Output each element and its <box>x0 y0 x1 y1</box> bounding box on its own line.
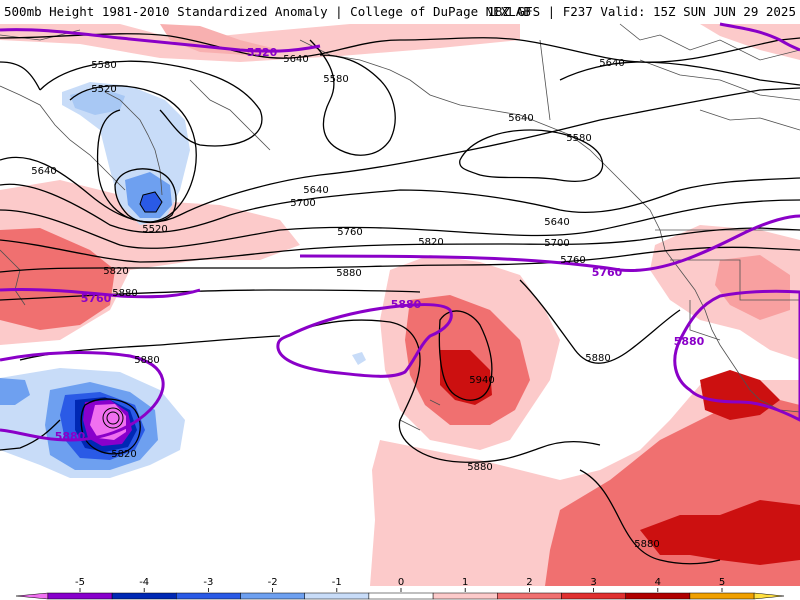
reference-contour-label: 5880 <box>55 430 86 443</box>
legend-tick-label: 5 <box>719 577 725 588</box>
legend-tick-label: 0 <box>398 577 404 588</box>
legend-swatch <box>111 592 177 600</box>
legend-tick-label: -1 <box>332 577 342 588</box>
reference-contour-labels: 5520 5760 5880 5760 5880 5880 <box>55 46 705 443</box>
contour-label: 5640 <box>31 166 56 177</box>
legend-tick-label: -4 <box>139 577 149 588</box>
contour-label: 5880 <box>112 288 137 299</box>
contour-label: 5760 <box>560 255 585 266</box>
legend-swatch <box>368 592 434 600</box>
legend-tick-label: -3 <box>203 577 213 588</box>
contour-label: 5640 <box>283 54 308 65</box>
legend-swatch <box>432 592 498 600</box>
contour-label: 5880 <box>467 462 492 473</box>
legend-swatch <box>497 592 562 600</box>
reference-contour-label: 5880 <box>391 298 422 311</box>
height-contours <box>0 33 800 565</box>
contour-label: 5820 <box>103 266 128 277</box>
contour-label: 5580 <box>323 74 348 85</box>
legend-tick-label: 3 <box>590 577 596 588</box>
legend-swatch <box>561 592 626 600</box>
color-scale-legend: -5 -4 -3 -2 -1 0 1 2 3 4 5 <box>15 577 785 600</box>
legend-tick-label: -5 <box>75 577 85 588</box>
legend-tick-labels: -5 -4 -3 -2 -1 0 1 2 3 4 5 <box>75 577 725 592</box>
contour-label: 5640 <box>508 113 533 124</box>
contour-label: 5580 <box>566 133 591 144</box>
contour-label: 5580 <box>91 60 116 71</box>
contour-label: 5520 <box>91 84 116 95</box>
contour-label: 5640 <box>544 217 569 228</box>
legend-tick-label: 1 <box>462 577 468 588</box>
positive-anomaly-shading <box>0 24 800 586</box>
title-bar: 500mb Height 1981-2010 Standardized Anom… <box>0 0 800 22</box>
contour-label: 5820 <box>418 237 443 248</box>
reference-contour-label: 5880 <box>674 335 705 348</box>
legend-tick-label: 4 <box>655 577 661 588</box>
legend-tick-label: 2 <box>526 577 532 588</box>
contour-label: 5700 <box>290 198 315 209</box>
reference-contour-label: 5760 <box>81 292 112 305</box>
legend-swatch <box>753 592 785 600</box>
legend-tick-label: -2 <box>268 577 278 588</box>
contour-label: 5760 <box>337 227 362 238</box>
legend-swatch <box>47 592 113 600</box>
contour-label: 5820 <box>111 449 136 460</box>
map-title: 500mb Height 1981-2010 Standardized Anom… <box>4 4 531 19</box>
coastlines <box>0 23 800 431</box>
contour-label: 5880 <box>585 353 610 364</box>
legend-swatch <box>15 592 49 600</box>
contour-label: 5880 <box>134 355 159 366</box>
reference-contours-purple <box>0 22 800 442</box>
negative-anomaly-shading <box>0 82 366 478</box>
anomaly-map: 5640 5580 5520 5640 5520 5580 5640 5640 … <box>0 22 800 586</box>
contour-labels: 5640 5580 5520 5640 5520 5580 5640 5640 … <box>31 54 659 550</box>
reference-contour-label: 5760 <box>592 266 623 279</box>
contour-label: 5940 <box>469 375 494 386</box>
legend-swatch <box>176 592 241 600</box>
legend-swatch <box>625 592 691 600</box>
contour-label: 5880 <box>336 268 361 279</box>
legend-color-bar <box>15 592 785 600</box>
legend-swatch <box>240 592 305 600</box>
contour-label: 5640 <box>599 58 624 69</box>
contour-label: 5700 <box>544 238 569 249</box>
legend-swatch <box>689 592 755 600</box>
reference-contour-label: 5520 <box>247 46 278 59</box>
valid-time: 18Z GFS | F237 Valid: 15Z SUN JUN 29 202… <box>487 4 796 19</box>
contour-label: 5520 <box>142 224 167 235</box>
legend-swatch <box>304 592 370 600</box>
contour-label: 5640 <box>303 185 328 196</box>
contour-label: 5880 <box>634 539 659 550</box>
